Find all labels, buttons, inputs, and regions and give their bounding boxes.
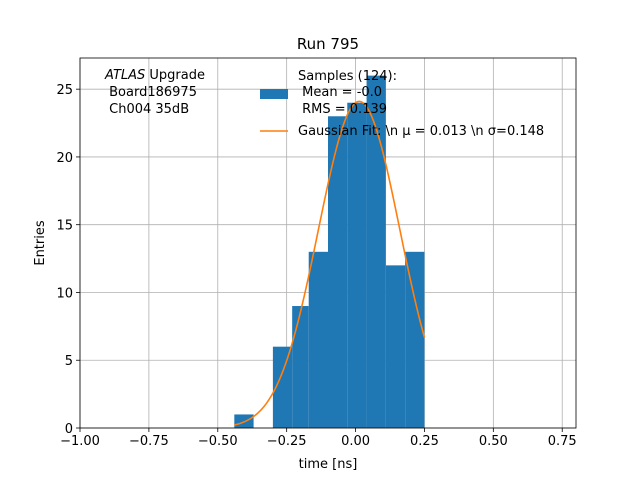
plot-frame: [79, 57, 577, 429]
chart-title: Run 795: [297, 35, 359, 53]
annotation-board: Board186975: [105, 85, 197, 100]
annotation-upgrade: Upgrade: [145, 68, 205, 83]
y-tick-label-3: 15: [56, 219, 73, 234]
gaussian-fit-curve-group: [234, 100, 426, 426]
gaussian-fit-curve: [234, 100, 426, 426]
histogram-bar-9: [405, 251, 425, 428]
legend-histogram-swatch: [260, 89, 288, 99]
y-tick-label-0: 0: [65, 422, 73, 437]
histogram-bar-2: [272, 346, 293, 428]
y-tick-label-2: 10: [56, 286, 73, 301]
y-tick-label-5: 25: [56, 83, 73, 98]
legend-histogram-line-1: Samples (124):: [298, 69, 397, 84]
histogram-bar-6: [347, 102, 367, 428]
x-tick-label-3: −0.25: [267, 434, 307, 449]
legend: Samples (124): Mean = -0.0 RMS = 0.139 G…: [260, 69, 544, 139]
annotation-atlas: ATLAS: [104, 68, 145, 83]
x-tick-label-6: 0.50: [479, 434, 508, 449]
x-tick-label-5: 0.25: [410, 434, 439, 449]
y-axis-label: Entries: [33, 220, 48, 266]
y-axis-ticks: 0 5 10 15 20 25: [56, 83, 80, 437]
annotation-line-1: ATLAS Upgrade: [104, 68, 205, 83]
histogram-bars: [234, 75, 425, 429]
y-tick-label-1: 5: [65, 354, 73, 369]
histogram-bar-3: [292, 306, 309, 428]
x-tick-label-4: 0.00: [341, 434, 370, 449]
histogram-bar-7: [366, 75, 386, 428]
atlas-annotation: ATLAS Upgrade Board186975 Ch004 35dB: [104, 68, 205, 117]
histogram-bar-8: [385, 265, 406, 428]
x-tick-label-2: −0.50: [198, 434, 238, 449]
legend-histogram-line-3: RMS = 0.139: [298, 102, 387, 117]
histogram-bar-4: [308, 251, 328, 428]
legend-fit-label: Gaussian Fit: \n μ = 0.013 \n σ=0.148: [298, 124, 544, 139]
x-tick-label-1: −0.75: [129, 434, 169, 449]
x-axis-label: time [ns]: [299, 457, 358, 472]
x-tick-label-0: −1.00: [60, 434, 100, 449]
y-tick-label-4: 20: [56, 151, 73, 166]
legend-histogram-line-2: Mean = -0.0: [298, 85, 382, 100]
x-axis-ticks: −1.00 −0.75 −0.50 −0.25 0.00 0.25 0.50 0.75: [60, 428, 577, 449]
annotation-channel: Ch004 35dB: [105, 102, 189, 117]
x-tick-label-7: 0.75: [548, 434, 577, 449]
histogram-bar-5: [328, 116, 348, 429]
